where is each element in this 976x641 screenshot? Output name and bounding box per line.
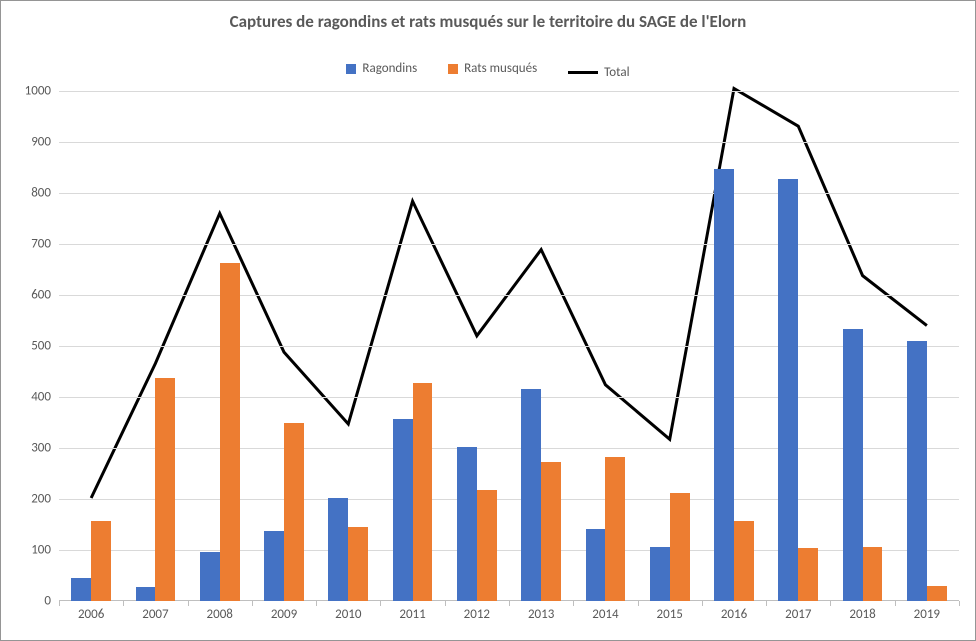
legend-item-ragondins: Ragondins	[346, 61, 417, 76]
x-axis-tick-label: 2017	[785, 601, 811, 622]
y-gridline	[59, 244, 959, 245]
legend-label-rats-musques: Rats musqués	[464, 61, 537, 76]
bar-ragondins	[393, 419, 413, 601]
bar-ragondins	[586, 529, 606, 601]
y-gridline	[59, 346, 959, 347]
bar-rats-musques	[734, 521, 754, 601]
bar-ragondins	[778, 179, 798, 601]
x-axis-tick	[380, 601, 381, 606]
x-axis-tick-label: 2007	[142, 601, 168, 622]
bar-ragondins	[650, 547, 670, 601]
y-gridline	[59, 295, 959, 296]
legend-swatch-ragondins	[346, 64, 356, 74]
x-axis-tick-label: 2008	[207, 601, 233, 622]
chart-title: Captures de ragondins et rats musqués su…	[1, 11, 975, 32]
y-axis-tick-label: 800	[31, 186, 59, 201]
x-axis-tick	[959, 601, 960, 606]
x-axis-tick	[702, 601, 703, 606]
y-axis-tick-label: 600	[31, 288, 59, 303]
y-axis-tick-label: 500	[31, 339, 59, 354]
bar-rats-musques	[605, 457, 625, 601]
x-axis-tick-label: 2018	[849, 601, 875, 622]
bar-rats-musques	[798, 548, 818, 601]
bar-rats-musques	[91, 521, 111, 601]
x-axis-tick	[445, 601, 446, 606]
x-axis-tick	[766, 601, 767, 606]
x-axis-tick	[895, 601, 896, 606]
legend-item-total: Total	[568, 65, 629, 80]
x-axis-tick	[316, 601, 317, 606]
x-axis-tick	[59, 601, 60, 606]
bar-ragondins	[264, 531, 284, 601]
bar-rats-musques	[413, 383, 433, 601]
bar-ragondins	[457, 447, 477, 601]
y-axis-tick-label: 0	[44, 594, 59, 609]
x-axis-tick	[830, 601, 831, 606]
legend-item-rats-musques: Rats musqués	[448, 61, 537, 76]
y-gridline	[59, 193, 959, 194]
x-axis-tick	[509, 601, 510, 606]
legend-label-total: Total	[604, 65, 629, 80]
bar-rats-musques	[348, 527, 368, 601]
bar-ragondins	[200, 552, 220, 601]
y-gridline	[59, 448, 959, 449]
x-axis-tick	[573, 601, 574, 606]
bar-ragondins	[521, 389, 541, 601]
bar-ragondins	[71, 578, 91, 601]
x-axis-tick-label: 2006	[78, 601, 104, 622]
x-axis-tick-label: 2014	[592, 601, 618, 622]
x-axis-tick-label: 2013	[528, 601, 554, 622]
bar-ragondins	[843, 329, 863, 601]
bar-rats-musques	[670, 493, 690, 601]
bar-rats-musques	[220, 263, 240, 601]
x-axis-tick-label: 2015	[657, 601, 683, 622]
y-axis-tick-label: 700	[31, 237, 59, 252]
total-line	[91, 88, 927, 498]
y-gridline	[59, 397, 959, 398]
y-gridline	[59, 550, 959, 551]
y-gridline	[59, 142, 959, 143]
x-axis-tick-label: 2010	[335, 601, 361, 622]
legend-line-total	[568, 71, 598, 74]
x-axis-tick	[252, 601, 253, 606]
y-axis-tick-label: 200	[31, 492, 59, 507]
bar-ragondins	[907, 341, 927, 601]
x-axis-tick-label: 2009	[271, 601, 297, 622]
y-axis-tick-label: 400	[31, 390, 59, 405]
x-axis-tick	[123, 601, 124, 606]
bar-rats-musques	[927, 586, 947, 601]
bar-ragondins	[136, 587, 156, 601]
y-axis-tick-label: 900	[31, 135, 59, 150]
bar-ragondins	[714, 169, 734, 601]
bar-ragondins	[328, 498, 348, 601]
bar-rats-musques	[541, 462, 561, 601]
legend-label-ragondins: Ragondins	[362, 61, 417, 76]
x-axis-tick-label: 2016	[721, 601, 747, 622]
x-axis-tick-label: 2019	[914, 601, 940, 622]
bar-rats-musques	[477, 490, 497, 601]
x-axis-tick	[638, 601, 639, 606]
y-axis-tick-label: 300	[31, 441, 59, 456]
chart-container: Captures de ragondins et rats musqués su…	[0, 0, 976, 641]
legend-swatch-rats-musques	[448, 64, 458, 74]
bar-rats-musques	[155, 378, 175, 601]
y-gridline	[59, 91, 959, 92]
bar-rats-musques	[284, 423, 304, 602]
legend: Ragondins Rats musqués Total	[1, 61, 975, 80]
y-gridline	[59, 499, 959, 500]
x-axis-tick	[188, 601, 189, 606]
x-axis-tick-label: 2011	[399, 601, 425, 622]
bar-rats-musques	[863, 547, 883, 601]
plot-area: 0100200300400500600700800900100020062007…	[59, 91, 959, 601]
y-axis-tick-label: 1000	[25, 84, 59, 99]
x-axis-tick-label: 2012	[464, 601, 490, 622]
y-axis-tick-label: 100	[31, 543, 59, 558]
